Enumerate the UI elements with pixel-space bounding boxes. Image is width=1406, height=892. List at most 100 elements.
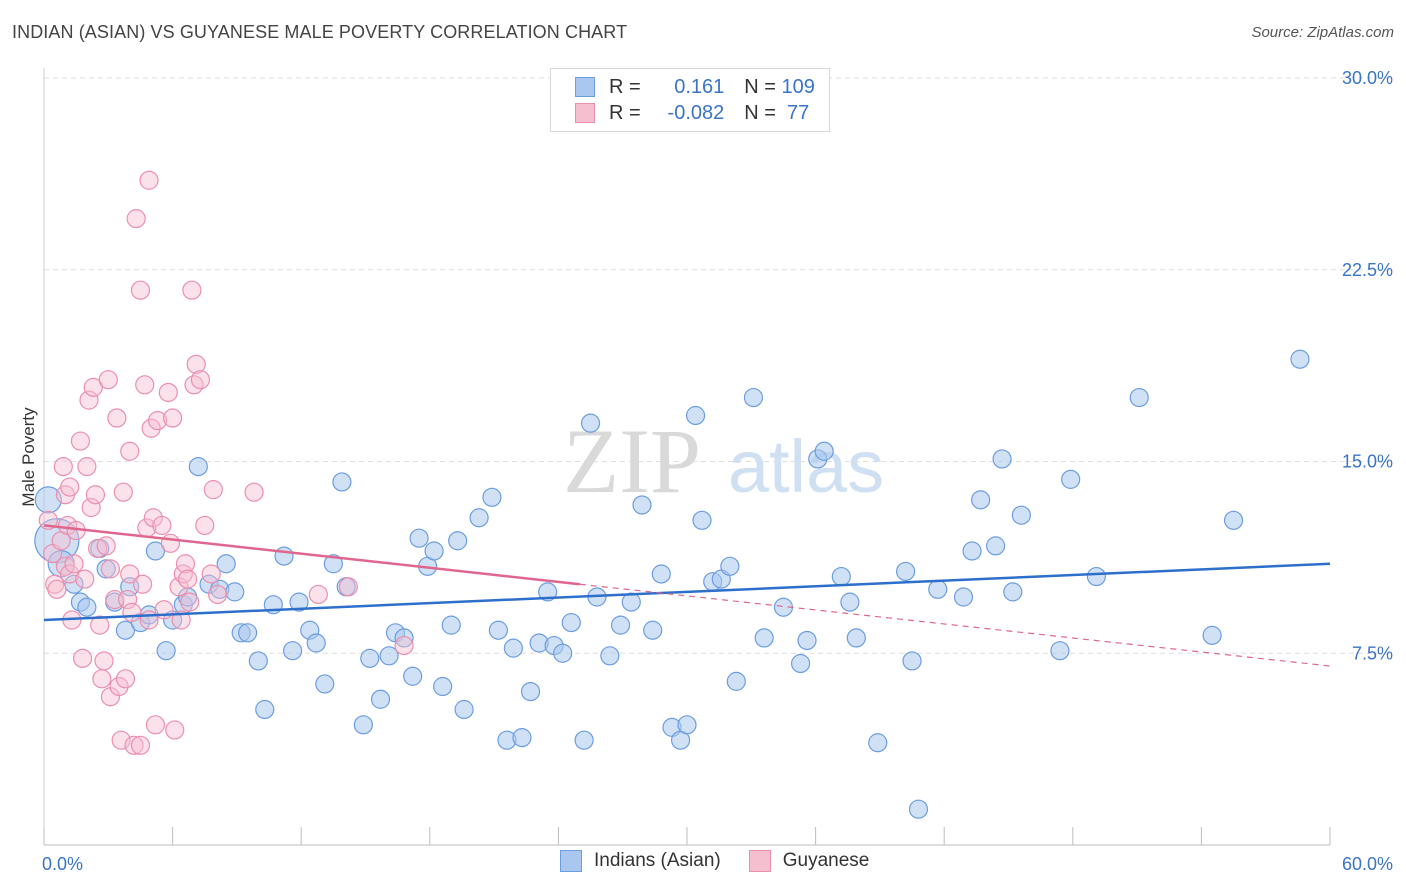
data-point-indians	[77, 597, 97, 617]
data-point-indians	[1003, 582, 1023, 602]
data-point-indians	[840, 592, 860, 612]
data-point-indians	[600, 646, 620, 666]
data-point-indians	[992, 449, 1012, 469]
data-point-indians	[225, 582, 245, 602]
data-point-guyanese	[75, 569, 95, 589]
data-point-indians	[868, 733, 888, 753]
x-tick-label-min: 0.0%	[42, 854, 83, 874]
data-point-indians	[953, 587, 974, 607]
data-point-indians	[797, 630, 817, 651]
data-point-indians	[538, 582, 558, 602]
data-point-indians	[96, 559, 116, 579]
data-point-guyanese	[130, 735, 151, 755]
data-point-indians	[323, 554, 343, 574]
data-point-indians	[441, 615, 461, 635]
data-point-indians	[574, 730, 594, 750]
correlation-legend: R = 0.161 N = 109 R = -0.082 N = 77	[550, 68, 830, 132]
data-point-guyanese	[195, 515, 215, 536]
data-point-indians	[216, 554, 236, 574]
data-point-indians	[156, 641, 176, 661]
data-point-indians	[1290, 349, 1310, 369]
data-point-indians	[743, 387, 764, 408]
data-point-guyanese	[145, 715, 166, 735]
data-point-indians	[962, 541, 982, 561]
data-point-guyanese	[201, 564, 221, 584]
legend-r-value: 0.161	[668, 75, 725, 98]
data-point-indians	[315, 674, 335, 694]
data-point-guyanese	[115, 669, 136, 689]
legend-swatch-pink	[575, 103, 595, 123]
data-point-indians	[424, 541, 444, 561]
data-point-guyanese	[77, 457, 97, 477]
data-point-indians	[902, 651, 922, 671]
series-indians-asian	[34, 349, 1310, 819]
data-point-guyanese	[160, 533, 181, 553]
data-point-indians	[610, 615, 631, 635]
data-point-guyanese	[394, 635, 414, 656]
legend-swatch-blue	[575, 77, 595, 97]
data-point-guyanese	[96, 536, 116, 556]
axes	[43, 68, 1331, 846]
data-point-indians	[238, 623, 258, 643]
data-point-indians	[1011, 505, 1031, 525]
data-point-guyanese	[120, 564, 140, 584]
data-point-guyanese	[90, 615, 110, 635]
data-point-indians	[482, 487, 502, 507]
data-point-guyanese	[308, 584, 328, 605]
data-point-guyanese	[94, 651, 114, 671]
data-point-indians	[454, 699, 474, 720]
legend-n-value: 109	[781, 75, 815, 98]
data-point-indians	[846, 628, 866, 648]
y-axis-title: Male Poverty	[19, 407, 38, 507]
data-point-indians	[353, 715, 373, 735]
data-point-guyanese	[147, 410, 168, 431]
data-point-guyanese	[111, 730, 131, 750]
data-point-guyanese	[338, 577, 358, 597]
data-point-indians	[986, 536, 1006, 556]
data-point-guyanese	[64, 554, 84, 574]
y-tick-label: 7.5%	[1352, 643, 1393, 663]
data-point-indians	[409, 528, 429, 548]
legend-label-guyanese: Guyanese	[782, 850, 870, 871]
data-point-guyanese	[163, 408, 183, 428]
data-point-indians	[503, 638, 523, 658]
gridlines	[44, 77, 1392, 654]
data-point-guyanese	[182, 280, 202, 300]
data-point-guyanese	[72, 648, 93, 668]
data-point-guyanese	[92, 669, 112, 689]
data-point-indians	[34, 486, 62, 514]
data-point-indians	[677, 715, 697, 735]
data-point-guyanese	[158, 382, 178, 403]
data-point-guyanese	[117, 589, 138, 610]
legend-swatch-pink	[748, 850, 771, 872]
data-point-indians	[971, 490, 991, 510]
data-point-indians	[274, 546, 294, 566]
data-point-indians	[553, 643, 573, 663]
watermark-atlas: atlas	[728, 425, 884, 508]
data-point-indians	[1129, 387, 1149, 408]
data-point-indians	[643, 620, 663, 640]
data-point-guyanese	[70, 431, 91, 451]
data-point-indians	[831, 566, 851, 587]
trend-line-guyanese	[43, 524, 580, 586]
data-point-indians	[370, 689, 391, 709]
data-point-indians	[403, 666, 423, 686]
data-point-guyanese	[165, 720, 185, 740]
data-point-indians	[332, 472, 352, 492]
data-point-guyanese	[180, 592, 200, 612]
data-point-guyanese	[109, 676, 129, 697]
data-point-indians	[145, 541, 166, 561]
data-point-indians	[632, 495, 652, 515]
data-point-guyanese	[130, 280, 151, 300]
data-point-indians	[289, 592, 309, 612]
data-point-guyanese	[113, 482, 133, 502]
data-point-indians	[306, 633, 326, 653]
data-point-guyanese	[83, 377, 103, 397]
data-point-indians	[360, 648, 380, 668]
data-point-indians	[685, 405, 706, 426]
data-point-guyanese	[85, 485, 106, 505]
data-point-indians	[469, 508, 489, 528]
legend-label-indians: Indians (Asian)	[594, 850, 721, 871]
data-point-guyanese	[60, 477, 80, 497]
data-point-indians	[248, 651, 268, 671]
